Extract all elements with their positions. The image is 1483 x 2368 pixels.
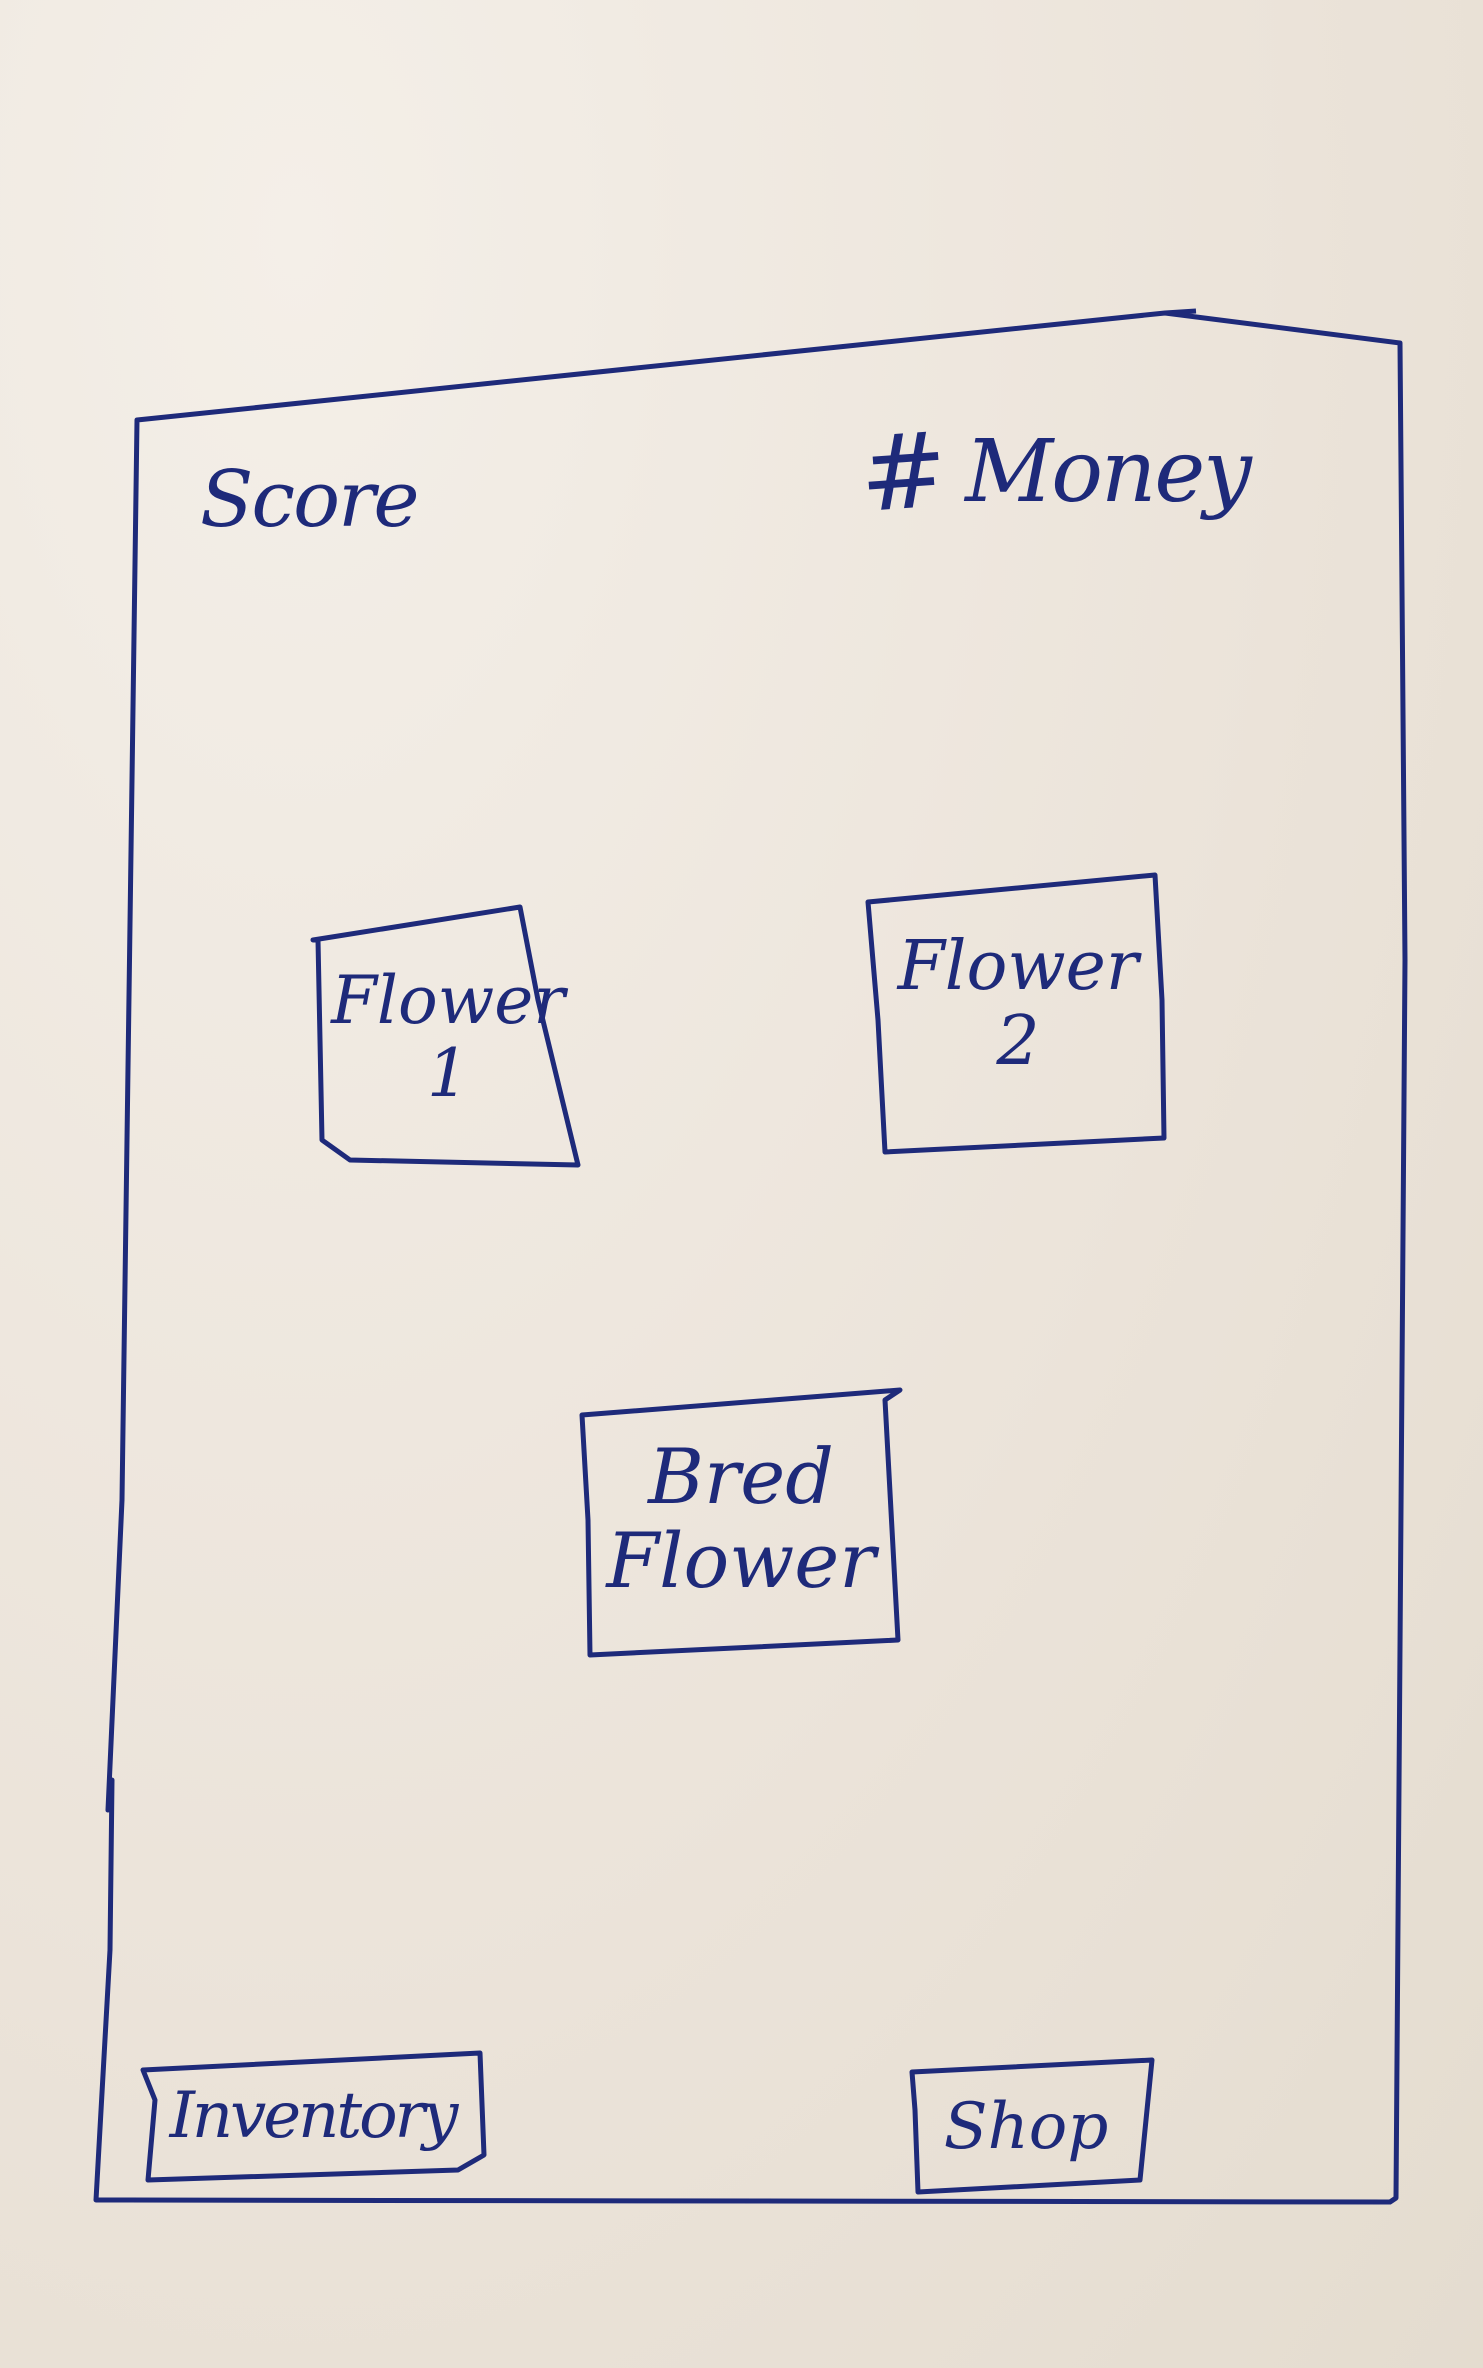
flower-2-label: Flower 2 bbox=[897, 927, 1139, 1081]
money-label: Money bbox=[965, 422, 1252, 522]
score-label: Score bbox=[200, 455, 420, 545]
bred-flower-label: Bred Flower bbox=[606, 1432, 876, 1605]
inventory-button[interactable]: Inventory bbox=[140, 2055, 485, 2185]
bred-flower-tile[interactable]: Bred Flower bbox=[583, 1395, 899, 1657]
flower-1-tile[interactable]: Flower 1 bbox=[318, 905, 578, 1167]
shop-button-label: Shop bbox=[943, 2090, 1109, 2164]
inventory-button-label: Inventory bbox=[169, 2079, 459, 2153]
shop-button[interactable]: Shop bbox=[910, 2062, 1142, 2192]
money-icon: # bbox=[855, 408, 952, 536]
flower-2-tile[interactable]: Flower 2 bbox=[872, 880, 1164, 1150]
money-display: # Money bbox=[856, 408, 1252, 536]
flower-1-label: Flower 1 bbox=[331, 962, 565, 1112]
